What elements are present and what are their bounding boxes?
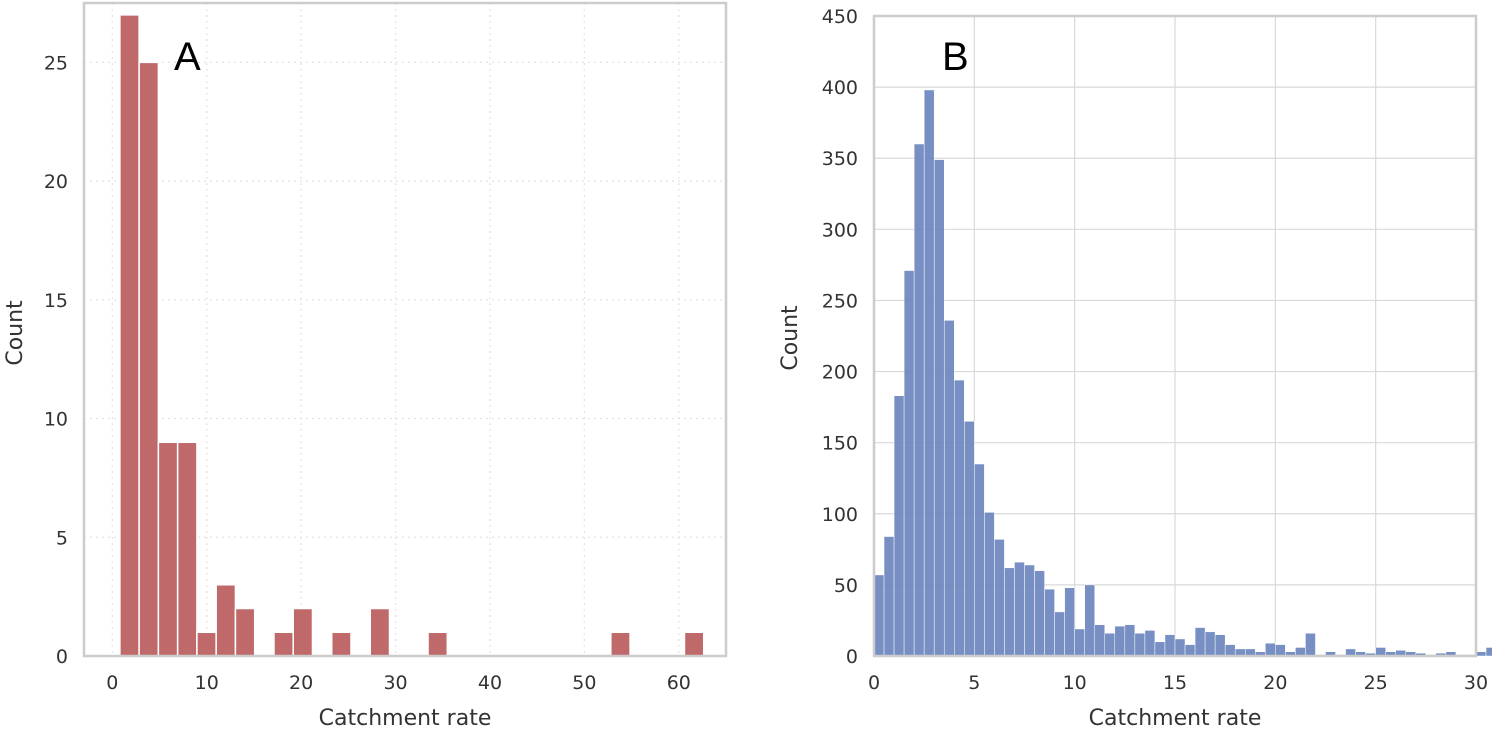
histogram-bar-14 (1014, 561, 1025, 657)
x-axis-label: Catchment rate (319, 706, 492, 731)
histogram-bar-8 (954, 379, 965, 657)
histogram-bar-25 (1124, 624, 1136, 657)
histogram-bar-11 (984, 512, 995, 657)
x-tick-label-2: 10 (1063, 672, 1087, 694)
histogram-bar-11 (427, 631, 449, 657)
histogram-bar-29 (1164, 634, 1176, 657)
y-axis-label: Count (3, 300, 28, 366)
x-tick-label-2: 20 (289, 672, 313, 694)
y-tick-label-2: 100 (822, 504, 858, 526)
histogram-bar-3 (176, 441, 198, 657)
histogram-bar-18 (1054, 611, 1065, 657)
histogram-bar-7 (943, 320, 955, 657)
x-tick-label-5: 50 (572, 672, 596, 694)
panel-letter: A (174, 35, 201, 79)
x-tick-label-1: 5 (968, 672, 980, 694)
x-tick-label-1: 10 (195, 672, 219, 694)
histogram-bar-22 (1094, 624, 1106, 657)
histogram-bar-8 (292, 607, 314, 657)
histogram-bar-15 (1024, 564, 1035, 657)
histogram-bar-6 (933, 159, 945, 657)
histogram-bar-7 (273, 631, 294, 657)
y-tick-label-0: 0 (56, 646, 68, 668)
histogram-bar-32 (1194, 627, 1206, 657)
histogram-bar-2 (157, 441, 179, 657)
histogram-bar-24 (1114, 625, 1126, 657)
histogram-bar-1 (138, 61, 160, 657)
x-tick-label-3: 15 (1163, 672, 1187, 694)
histogram-bar-2 (893, 395, 905, 657)
y-tick-label-7: 350 (822, 148, 858, 170)
x-tick-label-4: 20 (1263, 672, 1287, 694)
histogram-bar-9 (964, 421, 975, 657)
histogram-bar-35 (1224, 644, 1236, 657)
histogram-bar-3 (903, 270, 915, 657)
histogram-bar-60 (1475, 651, 1487, 657)
histogram-bar-40 (1275, 644, 1286, 657)
panel-a-histogram: 0 10 20 30 40 50 60 0 5 10 15 20 25 Catchment rate Cou… (3, 1, 728, 731)
y-tick-label-2: 10 (44, 409, 68, 431)
histogram-bar-13 (1004, 567, 1015, 657)
y-axis-label: Count (778, 305, 803, 371)
histogram-bar-5 (215, 584, 237, 657)
y-tick-label-5: 25 (44, 52, 68, 74)
histogram-bar-33 (1204, 631, 1216, 657)
panel-letter: B (942, 35, 969, 79)
histogram-bar-23 (1104, 632, 1116, 657)
x-tick-label-3: 30 (383, 672, 407, 694)
histogram-bar-31 (1184, 644, 1196, 657)
plot-frame (82, 1, 728, 658)
y-tick-label-9: 450 (822, 6, 858, 28)
histogram-bar-20 (1074, 628, 1085, 657)
y-tick-label-4: 200 (822, 362, 858, 384)
histogram-bar-28 (1154, 641, 1166, 657)
x-axis-label: Catchment rate (1089, 706, 1262, 731)
histogram-bar-27 (1144, 630, 1156, 657)
histogram-bar-0 (119, 14, 140, 657)
y-tick-label-3: 15 (44, 290, 68, 312)
plot-frame (872, 14, 1478, 658)
x-tick-label-5: 25 (1364, 672, 1388, 694)
histogram-bar-6 (234, 607, 256, 657)
y-tick-label-8: 400 (822, 77, 858, 99)
histogram-bar-10 (369, 607, 391, 657)
histogram-bar-26 (1134, 632, 1146, 657)
histogram-bar-61 (1485, 647, 1492, 657)
histogram-bar-30 (1174, 638, 1186, 657)
x-tick-label-6: 60 (667, 672, 691, 694)
x-tick-label-6: 30 (1464, 672, 1488, 694)
histogram-bar-39 (1265, 642, 1276, 657)
y-tick-label-1: 50 (834, 575, 858, 597)
y-tick-label-3: 150 (822, 433, 858, 455)
histogram-bar-0 (873, 574, 885, 657)
y-tick-label-1: 5 (56, 527, 68, 549)
y-tick-label-0: 0 (846, 646, 858, 668)
y-tick-label-5: 250 (822, 290, 858, 312)
x-tick-label-0: 0 (868, 672, 880, 694)
histogram-bar-12 (610, 631, 631, 657)
histogram-bar-4 (913, 143, 925, 657)
histogram-bar-5 (923, 89, 935, 657)
histogram-bar-21 (1084, 584, 1095, 657)
panel-b-histogram: 0 5 10 15 20 25 30050100150200250300350400450C… (778, 6, 1492, 731)
histogram-bar-13 (683, 631, 705, 657)
histogram-bar-4 (196, 631, 217, 657)
histogram-bar-16 (1034, 570, 1045, 657)
histogram-bar-17 (1044, 588, 1055, 657)
histogram-bar-12 (994, 539, 1005, 657)
y-tick-label-6: 300 (822, 219, 858, 241)
histogram-bar-9 (330, 631, 352, 657)
histogram-bar-34 (1214, 634, 1226, 657)
histogram-bar-43 (1305, 632, 1316, 657)
histogram-bar-50 (1375, 647, 1386, 657)
y-tick-label-4: 20 (44, 171, 68, 193)
x-tick-label-0: 0 (106, 672, 118, 694)
histogram-bar-10 (974, 463, 985, 657)
histogram-bar-19 (1064, 587, 1075, 657)
histogram-bar-42 (1295, 647, 1306, 657)
x-tick-label-4: 40 (478, 672, 502, 694)
histogram-bar-1 (883, 536, 895, 657)
